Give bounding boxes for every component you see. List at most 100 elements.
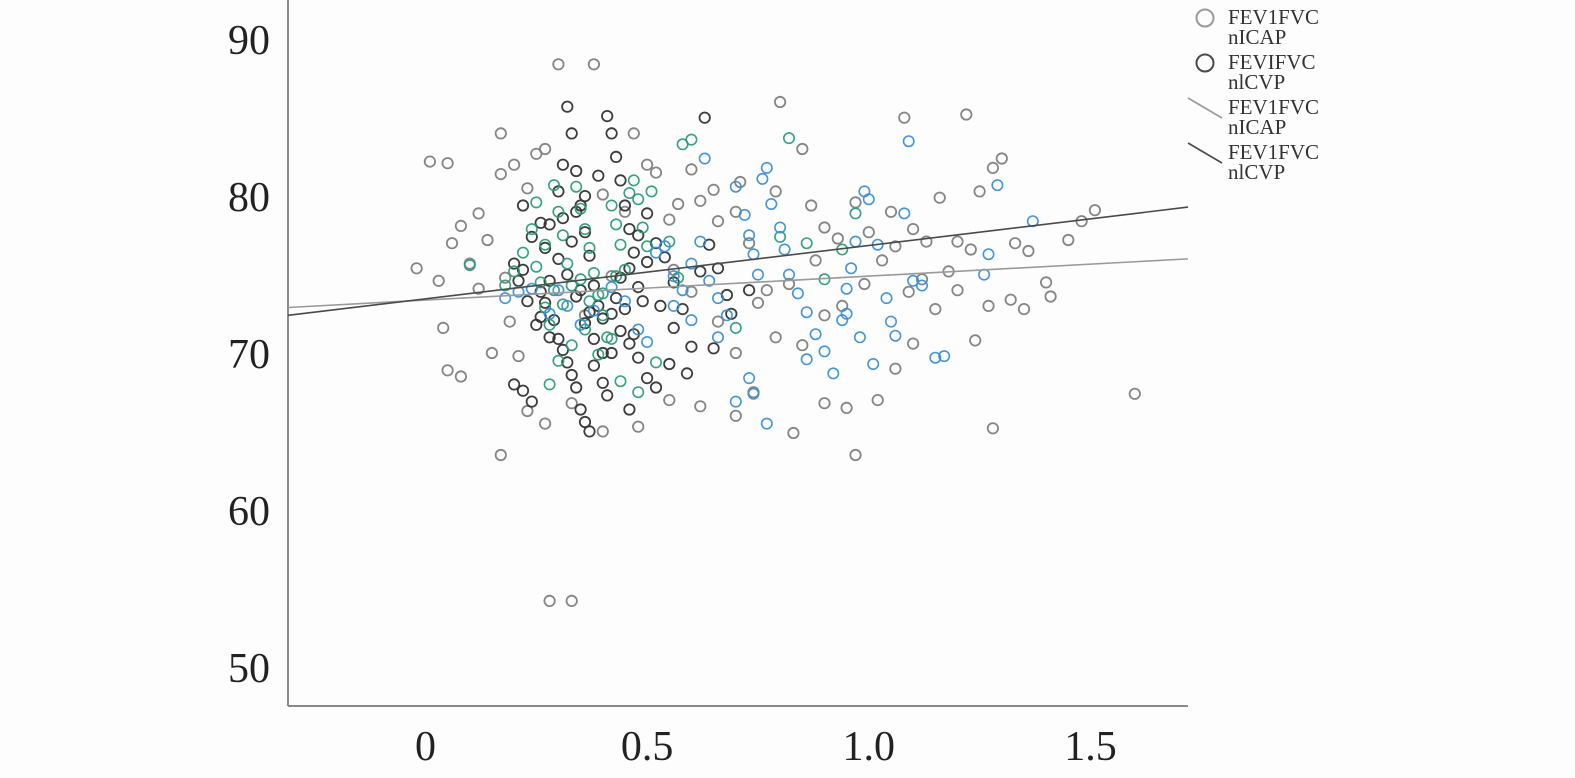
data-point	[773, 95, 787, 109]
data-point	[596, 376, 609, 389]
data-point	[676, 284, 689, 297]
data-point	[849, 196, 862, 209]
data-point	[605, 281, 618, 294]
data-point	[694, 265, 707, 278]
data-point	[1128, 387, 1141, 400]
data-point	[583, 241, 596, 254]
data-point	[596, 425, 609, 438]
data-point	[929, 302, 942, 316]
data-point	[898, 111, 911, 124]
data-point	[441, 364, 454, 377]
data-point	[742, 237, 756, 250]
data-point	[640, 158, 654, 171]
data-point	[889, 362, 902, 375]
data-point	[632, 280, 645, 294]
data-point	[565, 339, 578, 352]
data-point	[933, 191, 946, 204]
data-point	[627, 127, 640, 140]
data-point	[508, 265, 521, 278]
data-point	[906, 337, 920, 350]
data-point	[756, 172, 769, 185]
data-point	[853, 331, 866, 344]
data-point	[538, 241, 552, 254]
data-point	[760, 417, 773, 430]
legend-marker-icon	[1195, 53, 1215, 73]
legend-label: FEVIFVC	[1228, 50, 1316, 74]
data-point	[649, 356, 662, 369]
data-point	[742, 284, 756, 297]
data-point	[561, 299, 574, 312]
data-point	[618, 295, 631, 308]
data-point	[565, 397, 578, 410]
legend-label: nICAP	[1228, 25, 1286, 49]
data-point	[565, 235, 578, 248]
data-point	[703, 274, 716, 287]
data-point	[587, 359, 601, 372]
data-point	[729, 409, 742, 422]
data-point	[454, 370, 467, 383]
data-point	[543, 594, 556, 608]
legend-marker-icon	[1195, 8, 1215, 28]
data-point	[565, 368, 578, 382]
series-2	[463, 132, 862, 399]
data-point	[543, 307, 556, 320]
data-point	[632, 229, 645, 242]
data-point	[556, 229, 569, 242]
data-point	[565, 127, 578, 140]
data-point	[507, 378, 521, 391]
legend-label: FEV1FVC	[1228, 140, 1319, 164]
data-points	[410, 58, 1141, 608]
y-tick-label: 70	[228, 332, 270, 378]
data-point	[645, 185, 658, 198]
data-point	[423, 155, 436, 168]
data-point	[809, 328, 822, 341]
fit-line-0	[287, 258, 1189, 309]
data-point	[694, 235, 707, 248]
data-point	[445, 237, 459, 250]
data-point	[782, 132, 795, 145]
data-point	[720, 309, 733, 322]
data-point	[640, 255, 654, 269]
data-point	[774, 221, 787, 234]
data-point	[667, 299, 680, 312]
data-point	[570, 381, 583, 394]
data-point	[530, 196, 543, 209]
data-point	[578, 415, 592, 429]
data-point	[969, 334, 982, 347]
data-point	[592, 348, 605, 361]
data-point	[641, 335, 654, 348]
data-point	[463, 259, 476, 272]
data-point	[481, 233, 494, 247]
data-point	[711, 292, 724, 305]
data-point	[729, 180, 742, 193]
data-point	[858, 277, 871, 291]
data-point	[707, 183, 720, 196]
data-point	[623, 403, 636, 416]
x-tick-label: 0.5	[621, 724, 674, 770]
series-1	[507, 100, 756, 438]
x-tick-label: 1.5	[1064, 724, 1117, 770]
data-point	[494, 127, 507, 140]
data-point	[827, 367, 840, 380]
data-point	[627, 174, 640, 187]
data-point	[552, 284, 565, 297]
data-point	[938, 350, 951, 363]
data-point	[538, 417, 552, 430]
data-point	[875, 254, 889, 267]
data-point	[743, 372, 756, 385]
data-point	[743, 229, 756, 242]
data-point	[587, 332, 601, 345]
data-point	[485, 346, 498, 360]
data-point	[884, 315, 897, 328]
data-point	[680, 367, 694, 380]
data-point	[836, 299, 849, 312]
data-point	[605, 127, 618, 140]
data-point	[796, 142, 809, 156]
data-point	[902, 285, 915, 298]
data-point	[583, 249, 596, 262]
data-point	[867, 357, 880, 370]
data-point	[663, 213, 676, 226]
